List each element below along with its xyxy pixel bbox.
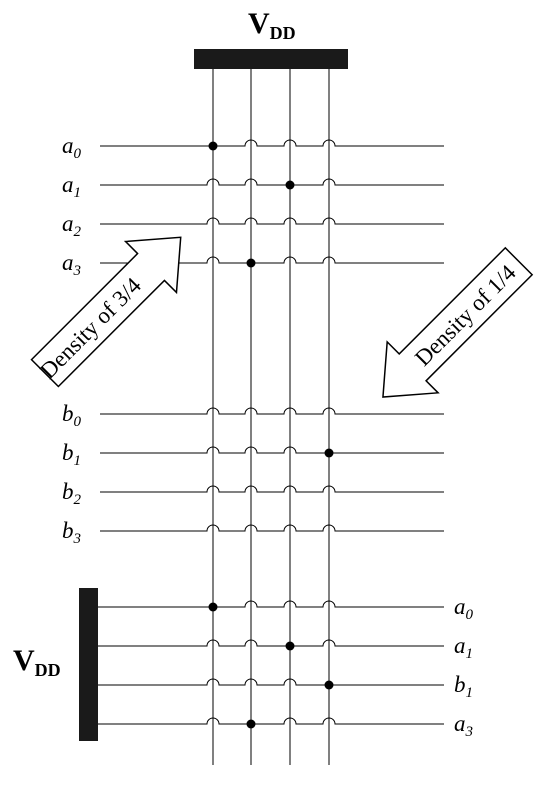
selected-line-1: [98, 639, 444, 647]
a-connection-dot-0: [208, 141, 218, 151]
left-vdd-supply: VDD: [13, 588, 98, 741]
selected-connection-dot-1: [285, 641, 295, 651]
a-label-2: a2: [62, 211, 82, 240]
b-label-0: b0: [62, 401, 82, 430]
a-connection-dot-3: [246, 258, 256, 268]
a-line-3: [100, 256, 444, 264]
a-label-3: a3: [62, 250, 81, 279]
selected-group-lines: [98, 600, 444, 729]
selected-line-3: [98, 717, 444, 725]
b-group-labels: b0 b1 b2 b3: [62, 401, 82, 547]
selected-connection-dot-0: [208, 602, 218, 612]
top-vdd-rail: [194, 49, 348, 69]
b-line-3: [100, 524, 444, 532]
b-label-1: b1: [62, 440, 81, 469]
left-vdd-rail: [79, 588, 98, 741]
selected-label-0: a0: [454, 594, 474, 623]
a-group-lines: [100, 139, 444, 268]
a-connection-dot-1: [285, 180, 295, 190]
right-arrow-text: Density of 1/4: [410, 260, 521, 371]
left-vdd-subscript: DD: [35, 660, 61, 680]
a-line-0: [100, 139, 444, 147]
a-label-1: a1: [62, 172, 81, 201]
right-arrow-shape: [382, 246, 534, 398]
selected-line-2: [98, 678, 444, 686]
left-arrow-shape: [30, 236, 182, 388]
b-label-2: b2: [62, 479, 82, 508]
left-vdd-label: VDD: [13, 644, 61, 680]
left-vdd-main: V: [13, 644, 35, 677]
a-label-0: a0: [62, 133, 82, 162]
left-arrow-text: Density of 3/4: [35, 272, 146, 383]
selected-label-2: b1: [454, 672, 473, 701]
selected-line-0: [98, 600, 444, 608]
selected-label-1: a1: [454, 633, 473, 662]
right-density-arrow: Density of 1/4: [382, 246, 534, 398]
top-vdd-subscript: DD: [270, 23, 296, 43]
b-line-0: [100, 407, 444, 415]
a-line-2: [100, 217, 444, 225]
top-vdd-main: V: [248, 7, 270, 40]
left-density-arrow: Density of 3/4: [30, 236, 182, 388]
selected-label-3: a3: [454, 711, 473, 740]
top-vdd-label: VDD: [248, 7, 296, 43]
selected-connection-dot-3: [246, 719, 256, 729]
b-line-2: [100, 485, 444, 493]
b-line-1: [100, 446, 444, 454]
a-group-labels: a0 a1 a2 a3: [62, 133, 82, 279]
top-vdd-supply: VDD: [194, 7, 348, 69]
a-line-1: [100, 178, 444, 186]
selected-group-labels: a0 a1 b1 a3: [454, 594, 474, 740]
b-group-lines: [100, 407, 444, 532]
selected-connection-dot-2: [324, 680, 334, 690]
b-label-3: b3: [62, 518, 81, 547]
b-connection-dot-1: [324, 448, 334, 458]
vertical-wires: [212, 69, 330, 765]
